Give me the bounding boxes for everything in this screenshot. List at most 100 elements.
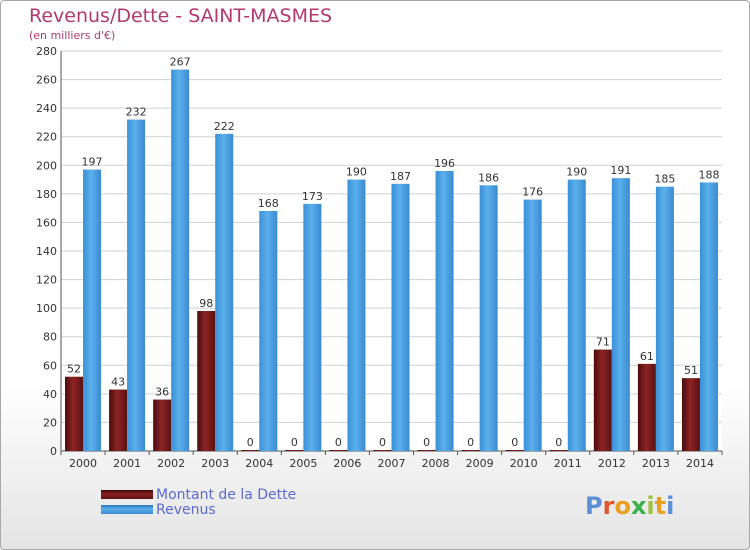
y-tick-label: 220 (36, 131, 57, 144)
logo-letter: r (602, 492, 615, 520)
x-tick-label: 2001 (113, 457, 141, 470)
legend-swatch-revenue (101, 505, 153, 514)
bar-debt-value-label: 98 (199, 297, 213, 310)
bar-revenue (215, 133, 234, 451)
y-tick-label: 80 (43, 331, 57, 344)
bar-revenue (171, 69, 190, 452)
x-tick-label: 2007 (378, 457, 406, 470)
chart-subtitle: (en milliers d'€) (29, 29, 116, 42)
bar-revenue-value-label: 168 (258, 197, 279, 210)
legend-label-revenue: Revenus (156, 502, 216, 518)
bar-debt-value-label: 0 (555, 436, 562, 449)
bar-revenue (347, 179, 366, 452)
bar-debt-value-label: 0 (379, 436, 386, 449)
legend-label-debt: Montant de la Dette (156, 487, 297, 503)
bar-revenue-value-label: 191 (610, 164, 631, 177)
bar-revenue-value-label: 186 (478, 171, 499, 184)
bar-debt (65, 376, 84, 451)
bar-revenue (303, 203, 322, 451)
logo-letter: P (585, 492, 603, 520)
x-tick-label: 2006 (333, 457, 361, 470)
bar-revenue-value-label: 222 (214, 120, 235, 133)
bar-revenue-value-label: 173 (302, 190, 323, 203)
logo-letter: x (630, 492, 647, 520)
x-tick-label: 2008 (422, 457, 450, 470)
bar-revenue-value-label: 267 (170, 56, 191, 69)
bar-revenue-value-label: 187 (390, 170, 411, 183)
bar-revenue-value-label: 190 (346, 166, 367, 179)
y-tick-label: 20 (43, 416, 57, 429)
x-tick-label: 2003 (201, 457, 229, 470)
bar-debt (373, 450, 392, 451)
bar-revenue (127, 119, 146, 452)
bar-revenue (611, 178, 630, 451)
bar-revenue (259, 211, 278, 451)
y-tick-label: 120 (36, 274, 57, 287)
logo-letter: i (666, 492, 675, 520)
bar-debt-value-label: 52 (67, 363, 81, 376)
bar-debt-value-label: 0 (335, 436, 342, 449)
y-tick-label: 200 (36, 159, 57, 172)
bar-debt (505, 450, 524, 451)
bar-debt-value-label: 0 (511, 436, 518, 449)
x-tick-label: 2011 (554, 457, 582, 470)
bar-debt-value-label: 0 (423, 436, 430, 449)
y-tick-label: 100 (36, 302, 57, 315)
y-tick-label: 60 (43, 359, 57, 372)
bar-revenue (567, 179, 586, 452)
bar-debt (461, 450, 480, 451)
x-tick-label: 2002 (157, 457, 185, 470)
bar-debt (549, 450, 568, 451)
y-tick-label: 260 (36, 74, 57, 87)
bar-debt-value-label: 71 (596, 336, 610, 349)
x-tick-label: 2004 (245, 457, 273, 470)
y-tick-label: 160 (36, 216, 57, 229)
bar-debt (593, 349, 612, 451)
bar-revenue (83, 169, 102, 452)
bar-debt (241, 450, 260, 451)
bar-debt (417, 450, 436, 451)
x-tick-label: 2012 (598, 457, 626, 470)
bar-revenue-value-label: 196 (434, 157, 455, 170)
bar-debt (109, 389, 128, 451)
bar-revenue-value-label: 185 (654, 173, 675, 186)
chart-title: Revenus/Dette - SAINT-MASMES (29, 5, 333, 27)
bar-debt (285, 450, 304, 451)
x-tick-label: 2014 (686, 457, 714, 470)
bar-revenue-value-label: 176 (522, 186, 543, 199)
bar-revenue-value-label: 197 (82, 156, 103, 169)
bar-revenue-value-label: 188 (698, 168, 719, 181)
y-tick-label: 240 (36, 102, 57, 115)
bar-debt-value-label: 0 (467, 436, 474, 449)
x-tick-label: 2005 (289, 457, 317, 470)
logo-letter: i (646, 492, 655, 520)
bar-revenue-value-label: 232 (126, 106, 147, 119)
bar-revenue (699, 182, 718, 451)
bar-debt-value-label: 61 (640, 350, 654, 363)
legend-swatch-debt (101, 490, 153, 499)
y-tick-label: 40 (43, 388, 57, 401)
bar-debt-value-label: 0 (247, 436, 254, 449)
bar-revenue (391, 183, 410, 451)
x-tick-label: 2000 (69, 457, 97, 470)
bar-debt (637, 363, 656, 451)
bar-revenue (435, 171, 454, 451)
bar-debt (197, 311, 216, 451)
x-tick-label: 2010 (510, 457, 538, 470)
bar-revenue (523, 199, 542, 451)
bar-debt-value-label: 36 (155, 386, 169, 399)
proxiti-logo: Proxiti (585, 492, 674, 520)
logo-letter: o (614, 492, 631, 520)
y-tick-label: 180 (36, 188, 57, 201)
y-tick-label: 140 (36, 245, 57, 258)
y-tick-label: 0 (50, 445, 57, 458)
bar-debt-value-label: 0 (291, 436, 298, 449)
bar-debt-value-label: 43 (111, 376, 125, 389)
logo-letter: t (654, 492, 667, 520)
x-tick-label: 2009 (466, 457, 494, 470)
bar-debt (329, 450, 348, 451)
bar-debt (153, 399, 172, 451)
bar-revenue-value-label: 190 (566, 166, 587, 179)
